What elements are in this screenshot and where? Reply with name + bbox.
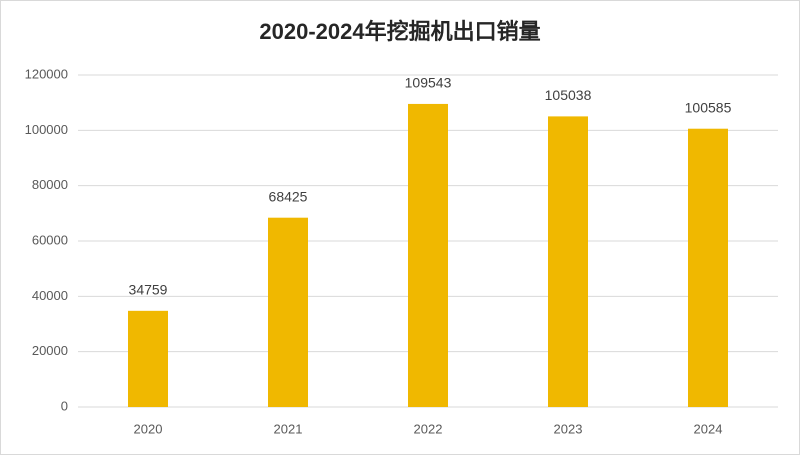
bar: [688, 128, 728, 407]
y-tick-label: 120000: [25, 66, 68, 81]
data-label: 68425: [269, 188, 308, 204]
data-label: 100585: [685, 99, 732, 115]
y-tick-label: 0: [61, 398, 68, 413]
data-label: 109543: [405, 75, 452, 91]
chart-title: 2020-2024年挖掘机出口销量: [259, 19, 540, 44]
data-label: 105038: [545, 87, 592, 103]
x-tick-label: 2023: [554, 421, 583, 436]
data-label: 34759: [129, 282, 168, 298]
y-tick-label: 60000: [32, 232, 68, 247]
x-tick-label: 2024: [694, 421, 723, 436]
y-tick-label: 20000: [32, 343, 68, 358]
bar: [548, 116, 588, 407]
y-tick-label: 100000: [25, 122, 68, 137]
x-tick-label: 2021: [274, 421, 303, 436]
y-tick-label: 80000: [32, 177, 68, 192]
y-tick-label: 40000: [32, 288, 68, 303]
bar: [128, 310, 168, 407]
x-tick-label: 2022: [414, 421, 443, 436]
bar: [268, 217, 308, 407]
bar: [408, 103, 448, 407]
x-tick-label: 2020: [134, 421, 163, 436]
